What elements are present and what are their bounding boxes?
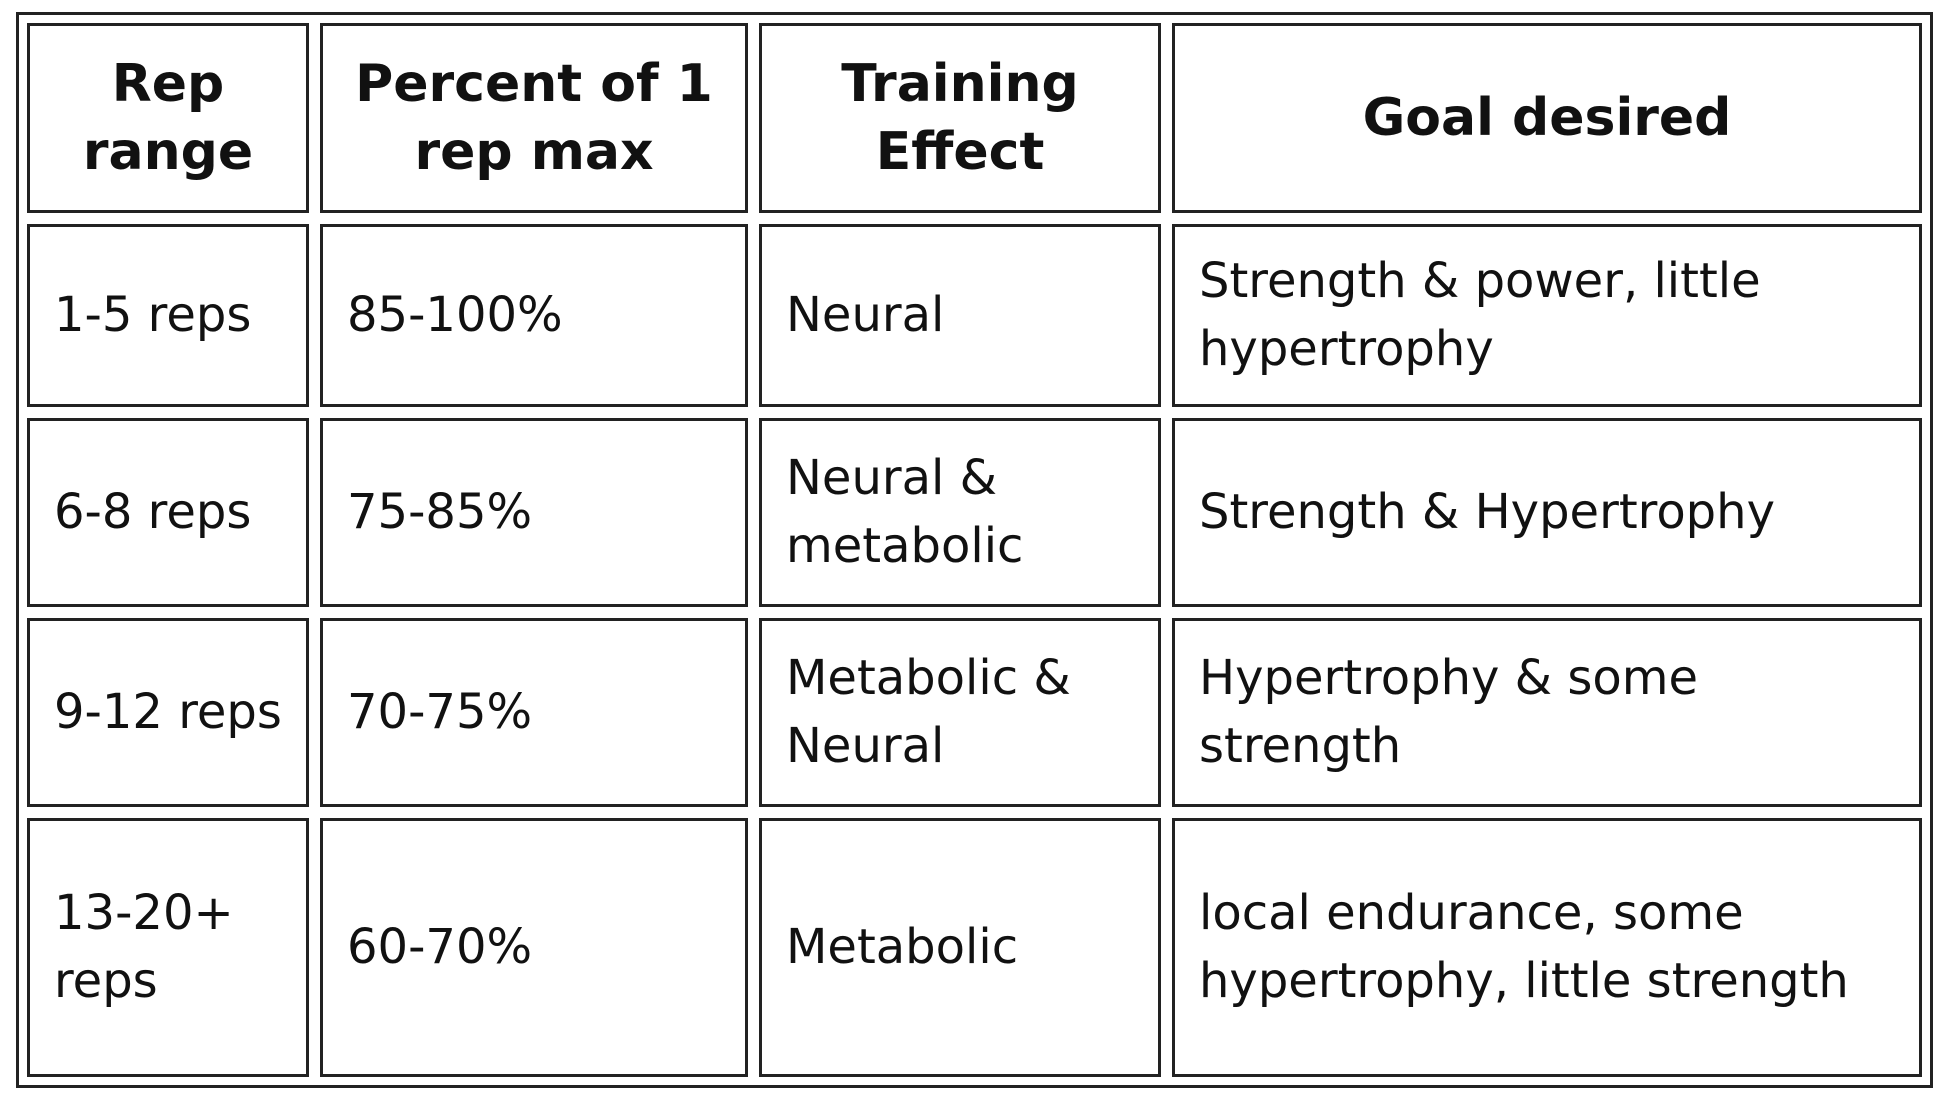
table-row: 13-20+ reps 60-70% Metabolic local endur… (27, 817, 1922, 1077)
cell-goal: local endurance, some hypertrophy, littl… (1172, 817, 1922, 1077)
table-header-row: Rep range Percent of 1 rep max Training … (27, 23, 1922, 213)
header-rep-range: Rep range (27, 23, 309, 213)
cell-percent: 85-100% (320, 224, 748, 407)
header-percent-1rm: Percent of 1 rep max (320, 23, 748, 213)
header-training-effect: Training Effect (759, 23, 1161, 213)
cell-training-effect: Neural & metabolic (759, 417, 1161, 607)
cell-rep-range: 9-12 reps (27, 617, 309, 807)
cell-training-effect: Metabolic & Neural (759, 617, 1161, 807)
cell-rep-range: 1-5 reps (27, 224, 309, 407)
cell-goal: Strength & power, little hypertrophy (1172, 224, 1922, 407)
cell-percent: 75-85% (320, 417, 748, 607)
cell-goal: Strength & Hypertrophy (1172, 417, 1922, 607)
cell-training-effect: Neural (759, 224, 1161, 407)
header-goal-desired: Goal desired (1172, 23, 1922, 213)
cell-goal: Hypertrophy & some strength (1172, 617, 1922, 807)
cell-rep-range: 6-8 reps (27, 417, 309, 607)
rep-range-table: Rep range Percent of 1 rep max Training … (16, 12, 1933, 1088)
cell-rep-range: 13-20+ reps (27, 817, 309, 1077)
cell-percent: 60-70% (320, 817, 748, 1077)
cell-training-effect: Metabolic (759, 817, 1161, 1077)
cell-percent: 70-75% (320, 617, 748, 807)
rep-range-table-frame: Rep range Percent of 1 rep max Training … (16, 12, 1933, 1088)
table-row: 9-12 reps 70-75% Metabolic & Neural Hype… (27, 617, 1922, 807)
table-row: 1-5 reps 85-100% Neural Strength & power… (27, 224, 1922, 407)
table-row: 6-8 reps 75-85% Neural & metabolic Stren… (27, 417, 1922, 607)
